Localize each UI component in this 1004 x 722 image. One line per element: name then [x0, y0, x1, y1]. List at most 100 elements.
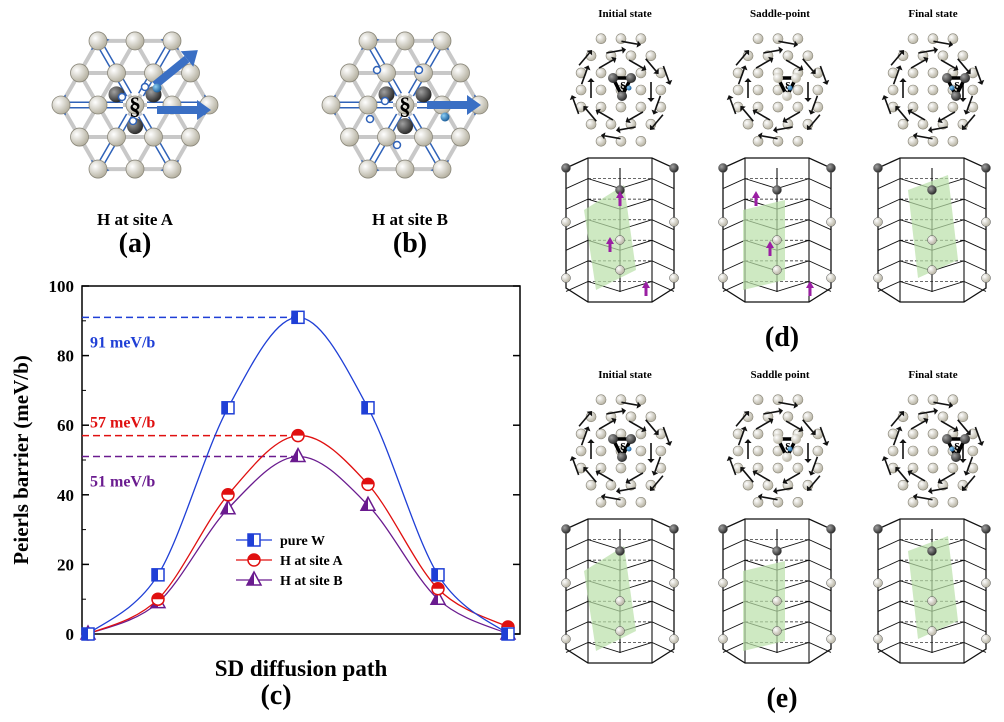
displacement-arrow-head: [961, 124, 968, 131]
displacement-arrow: [662, 426, 670, 443]
map-atom: [792, 497, 804, 508]
map-atom: [947, 462, 959, 474]
displacement-arrow-head: [937, 116, 943, 124]
tungsten-atom: [144, 127, 163, 147]
core-atom: [397, 118, 413, 135]
data-point-fill: [222, 488, 234, 495]
data-point-fill: [222, 401, 228, 414]
map-atom: [772, 462, 784, 474]
core-atom: [960, 434, 970, 444]
map-atom: [947, 497, 959, 508]
purple-arrow-head: [752, 191, 760, 198]
displacement-arrow: [572, 459, 580, 476]
map-atom: [595, 497, 607, 508]
data-point-fill: [82, 628, 88, 640]
map-atom: [752, 497, 764, 508]
prism-atom: [772, 235, 782, 245]
displacement-arrow: [966, 95, 974, 112]
displacement-arrow-head: [583, 466, 589, 473]
map-atom: [927, 101, 939, 113]
displacement-arrow: [940, 420, 956, 430]
map-atom: [907, 84, 919, 96]
displacement-arrow-head: [895, 466, 901, 473]
displacement-arrow: [763, 49, 780, 54]
prism-atom: [615, 546, 625, 556]
dislocation-symbol: §: [620, 440, 627, 455]
displacement-arrow-head: [600, 132, 606, 140]
prism-atom: [981, 163, 991, 173]
prism-atom: [772, 546, 782, 556]
displacement-arrow: [897, 469, 909, 483]
map-atom: [595, 428, 607, 440]
core-atom: [626, 73, 636, 83]
state-e-final: Final state: [908, 369, 958, 381]
letter-b: (b): [392, 228, 428, 259]
map-atom: [907, 428, 919, 440]
displacement-arrow: [940, 472, 956, 482]
displacement-arrow-head: [907, 108, 913, 116]
tungsten-atom: [162, 159, 182, 179]
displacement-arrow-head: [933, 407, 939, 415]
displacement-arrow: [778, 40, 795, 45]
x-axis-label: SD diffusion path: [215, 656, 388, 681]
map-atom: [732, 445, 744, 457]
prism-layer: [565, 280, 675, 292]
data-point-fill: [361, 497, 368, 511]
map-atom: [937, 50, 949, 62]
displacement-arrow: [755, 111, 771, 121]
map-atom: [635, 497, 647, 508]
map-atom: [792, 394, 804, 406]
displacement-arrow: [645, 419, 657, 433]
prism-atom: [826, 634, 836, 644]
displacement-map: §: [881, 394, 985, 508]
prism-atom: [873, 524, 883, 534]
displacement-arrow-head: [641, 425, 647, 433]
dislocation-symbol: §: [129, 94, 141, 120]
map-atom: [645, 411, 657, 423]
prism: [873, 157, 991, 303]
displacement-arrow: [737, 429, 745, 446]
prism-atom: [669, 634, 679, 644]
map-atom: [635, 33, 647, 45]
displacement-arrow: [628, 111, 644, 121]
displacement-arrow-head: [977, 79, 985, 85]
displacement-arrow-head: [744, 439, 752, 443]
displacement-arrow: [974, 426, 982, 443]
displacement-arrow: [654, 95, 662, 112]
displacement-arrow: [662, 65, 670, 82]
map-atom: [742, 118, 754, 130]
y-tick-label: 20: [57, 555, 74, 574]
tungsten-atom: [88, 31, 108, 51]
purple-arrow-head: [806, 281, 814, 288]
map-atom: [752, 445, 764, 457]
data-point-fill: [432, 568, 438, 581]
displacement-arrow-head: [611, 56, 617, 64]
map-atom: [802, 411, 814, 423]
dislocation-core-diagram-d: § § §: [561, 33, 991, 303]
purple-arrow-head: [642, 281, 650, 288]
displacement-arrow: [580, 429, 588, 446]
dislocation-symbol: §: [954, 79, 961, 94]
displacement-arrow: [809, 475, 821, 489]
map-atom: [625, 411, 637, 423]
core-triangle: [610, 437, 634, 461]
displacement-arrow: [598, 59, 614, 69]
data-point-fill: [292, 311, 298, 324]
h-site-open-circle: [128, 116, 138, 126]
prism-atom: [981, 273, 991, 283]
tungsten-atom: [358, 95, 378, 115]
displacement-arrow: [776, 126, 793, 131]
map-atom: [655, 84, 667, 96]
map-atom: [897, 118, 909, 130]
displacement-arrow: [598, 111, 614, 121]
prism: [561, 518, 679, 664]
data-point-fill: [292, 429, 304, 436]
displacement-arrow: [785, 472, 801, 482]
annotation-label: 51 meV/b: [90, 474, 155, 491]
displacement-arrow-head: [808, 109, 816, 115]
displacement-arrow-head: [898, 49, 905, 56]
prism-atom: [718, 578, 728, 588]
legend-label: H at site B: [280, 574, 343, 589]
displacement-arrow-head: [586, 410, 593, 417]
panel-b: § H at site B (b): [270, 0, 550, 270]
